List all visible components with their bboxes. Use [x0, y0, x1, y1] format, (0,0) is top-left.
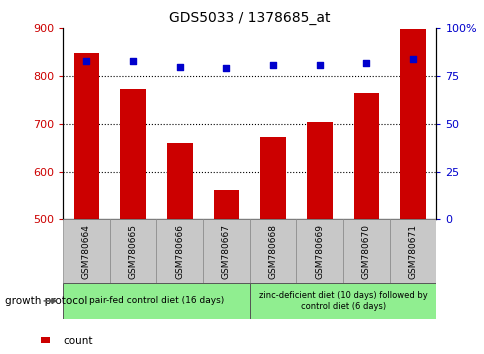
Point — [82, 58, 90, 64]
Text: GSM780666: GSM780666 — [175, 224, 184, 279]
Title: GDS5033 / 1378685_at: GDS5033 / 1378685_at — [169, 11, 330, 24]
Point — [408, 56, 416, 62]
Bar — [213, 190, 239, 219]
Point — [362, 60, 370, 65]
Bar — [74, 53, 99, 219]
Text: GSM780668: GSM780668 — [268, 224, 277, 279]
Bar — [249, 219, 296, 283]
Text: GSM780667: GSM780667 — [222, 224, 230, 279]
Point — [129, 58, 136, 64]
Bar — [109, 219, 156, 283]
Text: GSM780671: GSM780671 — [408, 224, 417, 279]
Text: GSM780669: GSM780669 — [315, 224, 324, 279]
Text: GSM780665: GSM780665 — [128, 224, 137, 279]
Point — [269, 62, 276, 68]
Bar — [249, 283, 436, 319]
Bar — [399, 29, 425, 219]
Bar — [342, 219, 389, 283]
Bar — [63, 283, 249, 319]
Bar — [353, 93, 378, 219]
Bar — [389, 219, 436, 283]
Bar — [260, 137, 286, 219]
Bar — [63, 219, 109, 283]
Bar — [203, 219, 249, 283]
Text: GSM780664: GSM780664 — [82, 224, 91, 279]
Text: growth protocol: growth protocol — [5, 296, 87, 306]
Text: count: count — [63, 336, 92, 346]
Point — [315, 62, 323, 68]
Bar — [296, 219, 342, 283]
Bar — [120, 89, 146, 219]
Text: zinc-deficient diet (10 days) followed by
control diet (6 days): zinc-deficient diet (10 days) followed b… — [258, 291, 426, 310]
Text: GSM780670: GSM780670 — [361, 224, 370, 279]
Bar — [41, 337, 50, 343]
Bar — [166, 143, 192, 219]
Point — [176, 64, 183, 69]
Bar — [306, 122, 332, 219]
Point — [222, 65, 230, 71]
Text: pair-fed control diet (16 days): pair-fed control diet (16 days) — [89, 296, 224, 306]
Bar — [156, 219, 203, 283]
